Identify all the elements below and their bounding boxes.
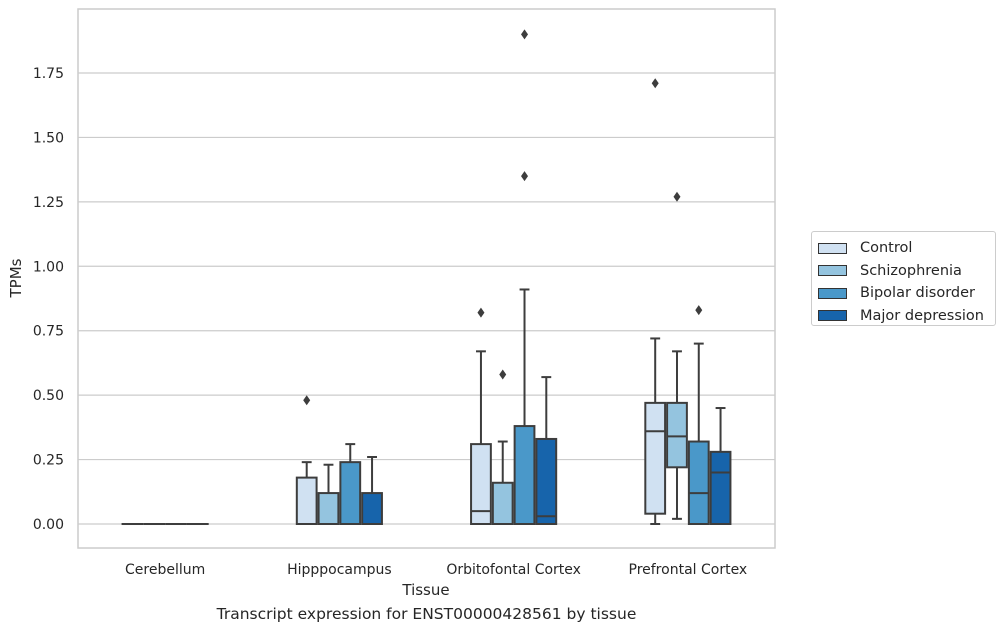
legend-item: Schizophrenia bbox=[818, 260, 995, 283]
outlier-point bbox=[499, 369, 507, 380]
outlier-point bbox=[673, 191, 681, 202]
legend-label: Schizophrenia bbox=[860, 262, 962, 279]
grid-layer bbox=[78, 72, 775, 525]
legend-swatch bbox=[818, 310, 847, 322]
y-tick-label: 1.00 bbox=[33, 259, 64, 275]
box-major-depression bbox=[535, 376, 558, 525]
chart-legend: Control Schizophrenia Bipolar disorder Majo… bbox=[811, 231, 996, 326]
legend-swatch bbox=[818, 242, 847, 254]
y-tick-label: 1.75 bbox=[33, 66, 64, 82]
y-tick-label: 1.50 bbox=[33, 130, 64, 146]
y-tick-label: 0.50 bbox=[33, 388, 64, 404]
x-tick-label: Cerebellum bbox=[125, 562, 205, 578]
y-tick-label: 0.00 bbox=[33, 517, 64, 533]
box-schizophrenia bbox=[491, 369, 514, 526]
y-axis-label: TPMs bbox=[7, 258, 25, 298]
box-iqr bbox=[709, 450, 732, 525]
outlier-point bbox=[521, 29, 529, 40]
box-iqr bbox=[491, 481, 514, 526]
y-tick-label: 1.25 bbox=[33, 195, 64, 211]
legend-item: Control bbox=[818, 237, 995, 260]
legend-item: Bipolar disorder bbox=[818, 282, 995, 305]
box-iqr bbox=[687, 440, 710, 526]
legend-item: Major depression bbox=[818, 305, 995, 328]
outlier-point bbox=[477, 307, 485, 318]
box-iqr bbox=[666, 401, 688, 469]
box-bipolar-disorder bbox=[339, 443, 362, 525]
box-bipolar-disorder bbox=[513, 29, 536, 525]
y-tick-label: 0.75 bbox=[33, 324, 64, 340]
outlier-point bbox=[651, 78, 659, 89]
box-bipolar-disorder bbox=[687, 305, 710, 526]
x-tick-label: Prefrontal Cortex bbox=[629, 562, 748, 578]
box-iqr bbox=[470, 443, 492, 526]
box-control bbox=[470, 307, 492, 526]
box-iqr bbox=[317, 492, 340, 525]
x-tick-label: Orbitofontal Cortex bbox=[446, 562, 581, 578]
legend-swatch bbox=[818, 265, 847, 277]
y-tick-label: 0.25 bbox=[33, 453, 64, 469]
box-major-depression bbox=[709, 407, 732, 525]
chart-caption: Transcript expression for ENST0000042856… bbox=[216, 605, 637, 623]
outlier-point bbox=[303, 395, 311, 406]
box-iqr bbox=[535, 437, 558, 525]
box-schizophrenia bbox=[666, 191, 688, 520]
box-iqr bbox=[339, 461, 362, 525]
box-iqr bbox=[361, 492, 383, 525]
box-iqr bbox=[295, 476, 318, 525]
box-control bbox=[295, 395, 318, 525]
outlier-point bbox=[521, 171, 529, 182]
y-tick-labels: 0.00 0.25 0.50 0.75 1.00 1.25 1.50 1.75 bbox=[33, 66, 64, 533]
box-schizophrenia bbox=[317, 463, 340, 525]
legend-label: Control bbox=[860, 240, 913, 257]
x-axis-label: Tissue bbox=[401, 581, 449, 599]
box-iqr bbox=[644, 401, 667, 515]
legend-swatch bbox=[818, 287, 847, 299]
plot-frame bbox=[77, 8, 776, 549]
x-tick-labels: Cerebellum Hipppocampus Orbitofontal Corte… bbox=[125, 562, 747, 578]
outlier-point bbox=[695, 305, 703, 316]
box-iqr bbox=[513, 425, 536, 525]
box-control bbox=[644, 78, 667, 525]
box-major-depression bbox=[361, 455, 383, 525]
legend-label: Major depression bbox=[860, 307, 984, 324]
legend-label: Bipolar disorder bbox=[860, 285, 975, 302]
box-layer bbox=[121, 29, 732, 526]
x-tick-label: Hipppocampus bbox=[287, 562, 392, 578]
